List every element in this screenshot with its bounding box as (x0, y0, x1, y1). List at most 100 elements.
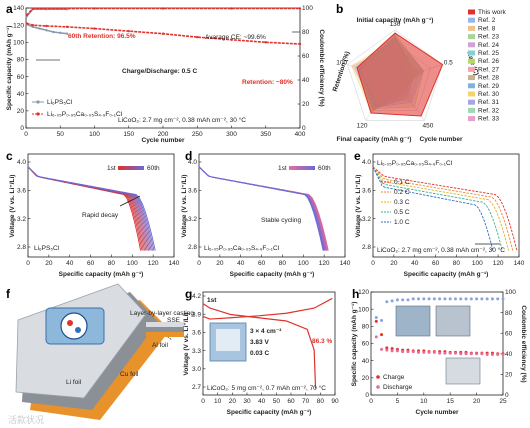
microscope-inset (60, 312, 88, 340)
h-point-2 (395, 298, 399, 302)
h-point-1 (485, 353, 489, 357)
a-ytick-label: 120 (13, 22, 24, 29)
d-curve (198, 166, 329, 251)
panel-g-xlabel: Specific capacity (mAh g⁻¹) (227, 409, 312, 416)
panel-h-ylabel: Specific capacity (mAh g⁻¹) (351, 302, 358, 387)
h-point-1 (496, 353, 500, 357)
d-curve (198, 166, 325, 251)
c-xtick-label: 0 (26, 260, 30, 267)
panel-c-material: Li₆PS₅Cl (34, 245, 60, 252)
particle-blue-icon (75, 327, 81, 333)
e-xtick-label: 60 (432, 260, 440, 267)
c-curve (27, 166, 156, 251)
panel-h-ylabel-right: Coulombic efficiency (%) (520, 305, 527, 382)
h-point-1 (422, 350, 426, 354)
h-point-1 (380, 347, 384, 351)
d-xtick-label: 140 (340, 260, 351, 267)
a-series-point-0 (52, 30, 55, 34)
panel-f: f Layer-by-layer casting Al foil SSE Cu … (6, 283, 194, 420)
panel-b-label: b (336, 2, 343, 16)
h-y2tick-label: 60 (505, 330, 513, 337)
h-point-2 (496, 297, 500, 301)
a-series-point-0 (38, 27, 41, 30)
panel-g-cycle: 1st (207, 297, 217, 304)
legend-a2-marker (36, 112, 40, 116)
h-ytick-label: 0 (365, 392, 369, 399)
legend-b-swatch (468, 99, 475, 105)
h-point-2 (438, 297, 442, 301)
a-series-point-1 (230, 38, 233, 41)
h-point-1 (469, 352, 473, 356)
h-point-1 (438, 351, 442, 355)
device-photo-3 (445, 357, 481, 385)
panel-d-label: d (185, 149, 192, 163)
c-curve (27, 166, 155, 251)
h-point-1 (401, 350, 405, 354)
panel-f-label: f (6, 287, 11, 301)
h-point-1 (374, 335, 378, 339)
c-xtick-label: 20 (45, 260, 53, 267)
h-point-1 (432, 350, 436, 354)
h-point-1 (464, 352, 468, 356)
e-curve-0 (372, 166, 518, 251)
ann-loading-e: LiCoO₂: 2.7 mg cm⁻², 0.38 mAh cm⁻², 30 °… (377, 246, 505, 254)
h-point-2 (453, 297, 457, 301)
h-ytick-label: 80 (362, 324, 370, 331)
c-curve (27, 166, 143, 251)
legend-b-label: Ref. 33 (478, 116, 499, 123)
e-xtick-label: 80 (453, 260, 461, 267)
ann-li-foil: Li foil (66, 379, 82, 386)
legend-b-swatch (468, 91, 475, 97)
c-xtick-label: 120 (148, 260, 159, 267)
legend-h-discharge-marker (376, 385, 380, 389)
e-curve-1 (372, 166, 514, 251)
e-curve-2 (372, 166, 510, 251)
g-xtick-label: 50 (273, 398, 281, 405)
c-ytick-label: 4.0 (17, 159, 26, 166)
g-xtick-label: 20 (229, 398, 237, 405)
legend-b-label: Ref. 23 (478, 34, 499, 41)
c-curve (27, 166, 147, 251)
h-point-2 (464, 297, 468, 301)
legend-e-label: 0.1 C (394, 179, 410, 186)
ann-retention-60: 60th Retention: 96.5% (68, 33, 136, 40)
legend-h-discharge: Discharge (383, 384, 413, 391)
h-point-2 (411, 297, 415, 301)
h-point-2 (390, 299, 394, 303)
h-point-1 (417, 350, 421, 354)
a-xtick-label: 50 (57, 131, 65, 138)
legend-b-swatch (468, 17, 475, 23)
a-ytick-label: 60 (17, 74, 25, 81)
h-point-2 (422, 297, 426, 301)
h-point-1 (385, 348, 389, 352)
ann-loading-g: LiCoO₂: 5 mg cm⁻², 0.7 mAh cm⁻², 70 °C (207, 384, 326, 392)
d-curve (198, 166, 326, 251)
legend-d-last: 60th (318, 165, 331, 172)
panel-e: e 2.8 3.2 3.6 4.0 0 20 40 60 80 100 120 140 Voltage… (354, 149, 525, 278)
legend-b-label: Ref. 25 (478, 50, 499, 57)
panel-e-ylabel: Voltage (V vs. Li⁺/Li) (355, 175, 362, 238)
panel-d-frame (198, 153, 346, 258)
h-ytick-label: 40 (362, 358, 370, 365)
panel-g-ylabel: Voltage (V vs. Li⁺/Li) (183, 313, 190, 376)
d-ytick-label: 4.0 (188, 159, 197, 166)
h-xtick-label: 15 (447, 398, 455, 405)
h-point-1 (459, 352, 463, 356)
pouch-photo-center (216, 329, 240, 351)
h-ytick-label: 20 (362, 375, 370, 382)
panel-d-xlabel: Specific capacity (mAh g⁻¹) (230, 271, 315, 278)
c-curve (27, 166, 144, 251)
legend-b-swatch (468, 25, 475, 31)
h-point-2 (448, 297, 452, 301)
radar-axis-retention: Retention (%) (332, 51, 352, 93)
h-point-2 (374, 316, 378, 320)
panel-a-xlabel: Cycle number (142, 137, 185, 144)
legend-b-swatch (468, 116, 475, 122)
a-y2tick-label: 60 (302, 53, 310, 60)
legend-c-last: 60th (147, 165, 160, 172)
g-xtick-label: 10 (214, 398, 222, 405)
d-xtick-label: 40 (237, 260, 245, 267)
legend-b-swatch (468, 34, 475, 40)
h-point-2 (480, 297, 484, 301)
